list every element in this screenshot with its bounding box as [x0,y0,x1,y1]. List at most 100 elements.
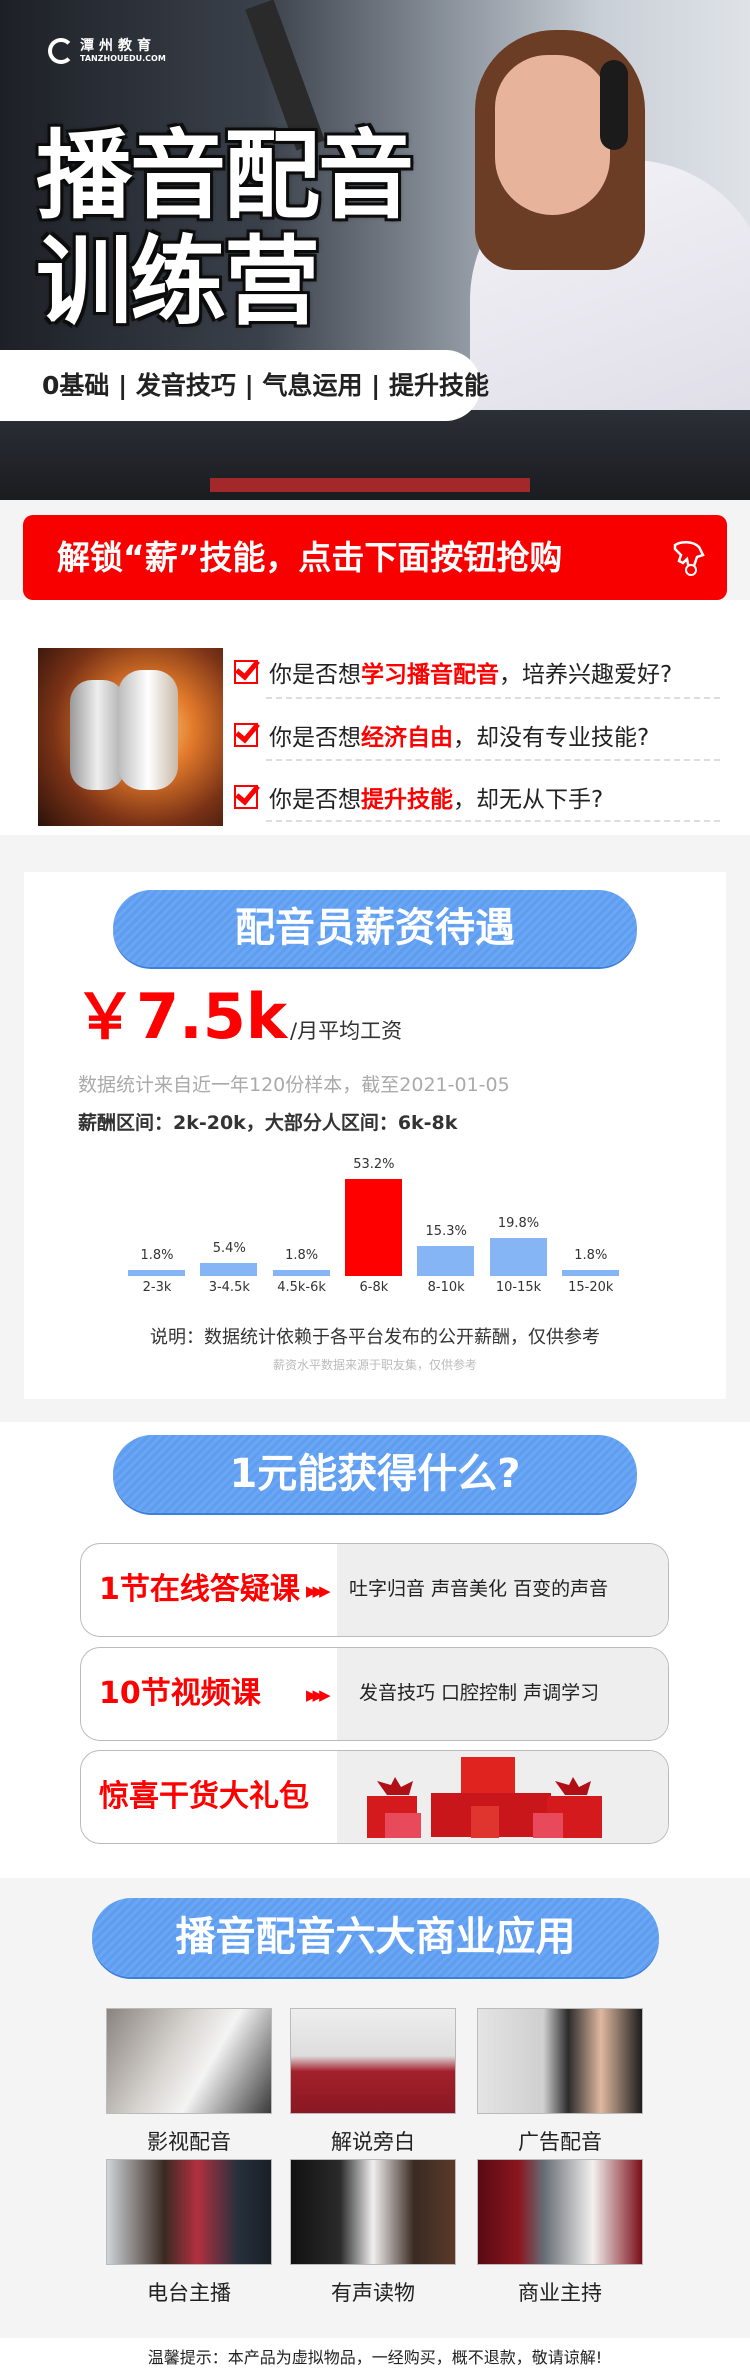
application-label: 电台主播 [147,2281,231,2305]
offer-item-desc: 吐字归音 声音美化 百变的声音 [349,1578,609,1600]
application-photo [106,2159,272,2265]
buy-now-button[interactable]: 解锁“薪”技能，点击下面按钮抢购 [23,515,727,600]
bar-15-20k [561,1269,619,1276]
bar-10-15k [489,1237,547,1276]
question-prefix: 你是否想 [269,725,361,751]
bar-value-label: 15.3% [425,1223,467,1239]
microphone-icon [70,680,125,790]
question-highlight: 提升技能 [361,787,453,813]
application-photo [290,2008,456,2114]
bar-6-8k [344,1178,402,1276]
bar-value-label: 5.4% [212,1241,246,1257]
salary-unit: /月平均工资 [290,1019,403,1043]
offer-item: 10节视频课 ▶▶▶ 发音技巧 口腔控制 声调学习 [80,1647,669,1741]
hero-tagline: 0基础 | 发音技巧 | 气息运用 | 提升技能 [0,350,489,421]
salary-card: 配音员薪资待遇 ￥7.5k /月平均工资 数据统计来自近一年120份样本，截至2… [24,872,726,1399]
application-item[interactable]: 电台主播 [106,2159,272,2307]
bar-category-label: 15-20k [568,1280,614,1295]
questions-section: 你是否想 学习播音配音 ，培养兴趣爱好? 你是否想 经济自由 ，却没有专业技能? 你是否… [0,600,750,835]
average-salary: ￥7.5k [74,980,288,1053]
question-suffix: ，却没有专业技能? [453,725,650,751]
checkmark-icon [234,785,258,809]
bar-value-label: 1.8% [285,1247,319,1263]
pointing-hand-icon [673,541,705,576]
divider [266,759,720,761]
application-photo [290,2159,456,2265]
offer-item: 1节在线答疑课 ▶▶▶ 吐字归音 声音美化 百变的声音 [80,1543,669,1637]
offer-item-detail-bg [337,1751,668,1843]
offer-title: 1元能获得什么? [113,1435,637,1513]
offer-item-detail-bg [337,1544,668,1636]
question-prefix: 你是否想 [269,787,361,813]
bar-value-label: 19.8% [497,1215,540,1231]
offer-section: 1元能获得什么? 1节在线答疑课 ▶▶▶ 吐字归音 声音美化 百变的声音 10节… [0,1422,750,1878]
bar-value-label: 53.2% [353,1156,395,1172]
question-prefix: 你是否想 [269,662,361,688]
applications-section: 播音配音六大商业应用 影视配音 解说旁白 广告配音 电台主播 有声读物 商业主持 [0,1878,750,2338]
question-suffix: ，却无从下手? [453,787,604,813]
question-suffix: ，培养兴趣爱好? [499,662,673,688]
gift-boxes-icon [367,1757,602,1838]
data-source: 薪资水平数据来源于职友集，仅供参考 [272,1358,477,1372]
question-item: 你是否想 学习播音配音 ，培养兴趣爱好? [234,656,720,688]
application-label: 广告配音 [518,2130,602,2154]
application-item[interactable]: 解说旁白 [290,2008,456,2156]
bar-category-label: 6-8k [359,1280,389,1295]
application-photo [477,2159,643,2265]
hero-title-line1: 播音配音 [36,120,414,232]
sample-note: 数据统计来自近一年120份样本，截至2021-01-05 [78,1074,510,1096]
microphone-icon [118,670,178,790]
presenter-face [495,55,610,215]
checkmark-icon [234,723,258,747]
divider [266,697,720,699]
application-label: 解说旁白 [331,2130,415,2154]
hero-banner: 潭州教育 TANZHOUEDU.COM 播音配音 训练营 0基础 | 发音技巧 … [0,0,750,500]
salary-bar-chart: 1.8% 2-3k 5.4% 3-4.5k 1.8% 4.5k-6k 53.2% 6-8k 15… [24,872,726,1295]
question-highlight: 经济自由 [361,725,453,751]
headphone-icon [600,60,628,150]
logo-domain: TANZHOUEDU.COM [80,53,166,63]
offer-item-label: 1节在线答疑课 [99,1572,300,1607]
question-highlight: 学习播音配音 [361,662,499,688]
bar-4.5k-6k [272,1269,330,1276]
bar-category-label: 4.5k-6k [277,1280,326,1295]
console-edge [210,478,530,492]
bar-8-10k [417,1245,475,1276]
microphone-photo [38,648,223,826]
bar-value-label: 1.8% [574,1247,608,1263]
bar-2-3k [128,1269,185,1276]
chart-explanation: 说明：数据统计依赖于各平台发布的公开薪酬，仅供参考 [150,1327,600,1348]
offer-item-detail-bg [337,1648,668,1740]
question-item: 你是否想 经济自由 ，却没有专业技能? [234,719,720,751]
offer-item-label: 惊喜干货大礼包 [99,1779,309,1814]
logo-icon [48,38,74,64]
bar-3-4.5k [200,1263,258,1276]
offer-item: 惊喜干货大礼包 [80,1750,669,1844]
divider [266,820,720,822]
fast-forward-icon: ▶▶▶ [306,1582,331,1600]
logo-name: 潭州教育 [80,37,156,54]
salary-title: 配音员薪资待遇 [113,890,637,967]
offer-item-label: 10节视频课 [99,1676,261,1711]
application-photo [477,2008,643,2114]
application-label: 有声读物 [331,2281,415,2305]
application-item[interactable]: 影视配音 [106,2008,272,2156]
application-label: 商业主持 [518,2281,602,2305]
footer-notice: 温馨提示：本产品为虚拟物品，一经购买，概不退款，敬请谅解! [0,2338,750,2380]
bar-category-label: 3-4.5k [208,1280,250,1295]
application-item[interactable]: 广告配音 [477,2008,643,2156]
question-item: 你是否想 提升技能 ，却无从下手? [234,781,720,813]
cta-label: 解锁“薪”技能，点击下面按钮抢购 [57,538,563,577]
bar-value-label: 1.8% [140,1247,174,1263]
range-note: 薪酬区间：2k-20k，大部分人区间：6k-8k [78,1112,458,1134]
brand-logo: 潭州教育 TANZHOUEDU.COM [48,38,166,64]
bar-category-label: 10-15k [495,1280,542,1295]
bar-category-label: 8-10k [427,1280,465,1295]
application-label: 影视配音 [147,2130,231,2154]
fast-forward-icon: ▶▶▶ [306,1686,331,1704]
application-item[interactable]: 商业主持 [477,2159,643,2307]
applications-title: 播音配音六大商业应用 [92,1898,659,1977]
hero-title-line2: 训练营 [36,226,320,338]
offer-item-desc: 发音技巧 口腔控制 声调学习 [359,1682,600,1704]
application-item[interactable]: 有声读物 [290,2159,456,2307]
